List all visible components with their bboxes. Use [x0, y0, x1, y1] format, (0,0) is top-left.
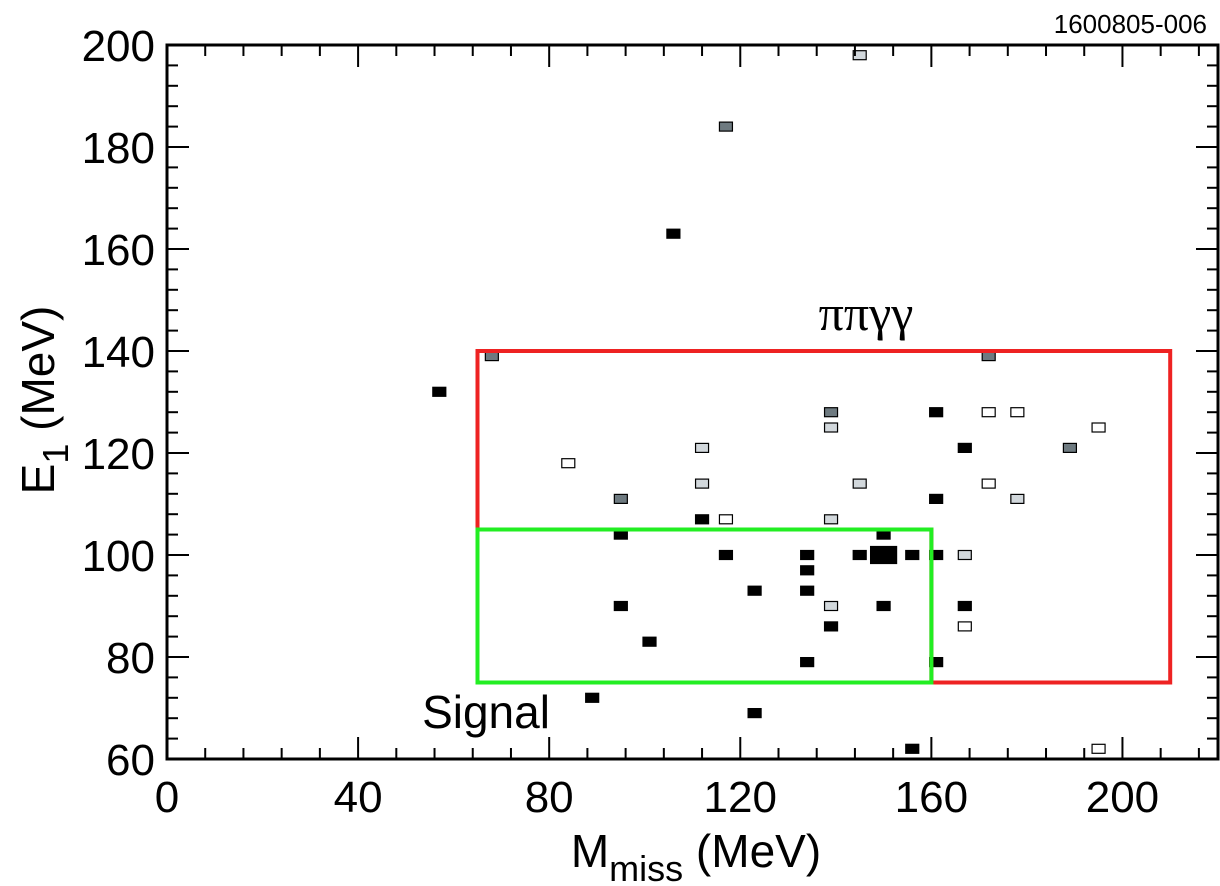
x-tick-label: 0 [155, 773, 179, 822]
data-point-black [957, 442, 972, 453]
data-point-light-gray [823, 600, 839, 612]
y-tick-label: 200 [82, 22, 155, 71]
x-tick-label: 160 [895, 773, 968, 822]
data-point-black [800, 656, 815, 668]
data-point-black [905, 743, 920, 754]
data-point-white [981, 478, 996, 489]
data-point-white [1091, 743, 1106, 754]
x-axis-title-unit: (MeV) [683, 825, 821, 877]
y-tick-label: 60 [106, 736, 155, 785]
data-point-light-gray [694, 478, 710, 489]
data-point-black [800, 565, 815, 576]
plot-frame [165, 43, 1220, 761]
data-point-black [929, 407, 944, 418]
region-box-signal [475, 527, 934, 685]
y-axis-title-unit: (MeV) [12, 306, 64, 444]
data-point-black [929, 493, 944, 504]
tick-layer [166, 44, 1218, 760]
data-point-dark-gray [718, 121, 734, 132]
x-tick-label: 200 [1086, 773, 1159, 822]
data-point-white [957, 621, 972, 632]
data-point-black [905, 549, 920, 561]
data-point-black [747, 585, 762, 596]
y-tick-label: 120 [82, 430, 155, 479]
data-point-black [432, 386, 447, 397]
data-point-black [957, 600, 972, 612]
data-point-white [1010, 407, 1025, 418]
x-axis-title-main: M [571, 825, 609, 877]
x-tick-label: 80 [525, 773, 574, 822]
data-point-dark-gray [1062, 442, 1078, 453]
data-point-black [666, 228, 681, 239]
data-point-light-gray [823, 422, 839, 433]
data-point-white [981, 407, 996, 418]
data-point-light-gray [694, 442, 710, 453]
data-point-black [800, 549, 815, 561]
data-point-black [718, 549, 734, 561]
x-axis-title-sub: miss [609, 848, 683, 886]
region-layer [475, 349, 1173, 685]
y-axis-title: E1 (MeV) [12, 306, 76, 495]
x-tick-label: 40 [334, 773, 383, 822]
region-label-pipigg: ππγγ [819, 285, 914, 341]
y-axis-title-main: E [12, 464, 64, 495]
data-point-light-gray [823, 514, 839, 525]
figure-id-label: 1600805-006 [1054, 9, 1207, 39]
data-point-black [642, 636, 657, 647]
y-axis-title-sub: 1 [35, 444, 76, 464]
data-point-black [852, 549, 867, 561]
data-point-black [876, 600, 891, 612]
data-point-black [869, 545, 898, 565]
marker-layer [432, 50, 1106, 754]
data-point-black [585, 692, 600, 703]
y-tick-label: 140 [82, 328, 155, 377]
tick-label-layer: 0 40 80 120 160 200 60 80 100 120 140 160 180 200 [82, 22, 1160, 822]
data-point-white [718, 514, 734, 525]
data-point-black [747, 707, 762, 719]
data-point-light-gray [852, 50, 867, 61]
data-point-light-gray [957, 549, 972, 561]
x-tick-label: 120 [704, 773, 777, 822]
y-tick-label: 160 [82, 226, 155, 275]
data-point-black [823, 621, 839, 632]
x-axis-title: Mmiss (MeV) [571, 825, 821, 886]
data-point-white [561, 458, 576, 469]
data-point-light-gray [852, 478, 867, 489]
data-point-dark-gray [823, 407, 839, 418]
data-point-light-gray [1010, 493, 1025, 504]
data-point-black [694, 514, 710, 525]
data-point-dark-gray [613, 493, 628, 504]
data-point-black [613, 600, 628, 612]
data-point-white [1091, 422, 1106, 433]
region-box-pipigg [475, 349, 1173, 685]
y-tick-label: 100 [82, 532, 155, 581]
y-tick-label: 80 [106, 634, 155, 683]
region-label-signal: Signal [422, 686, 550, 738]
data-point-black [800, 585, 815, 596]
y-tick-label: 180 [82, 124, 155, 173]
